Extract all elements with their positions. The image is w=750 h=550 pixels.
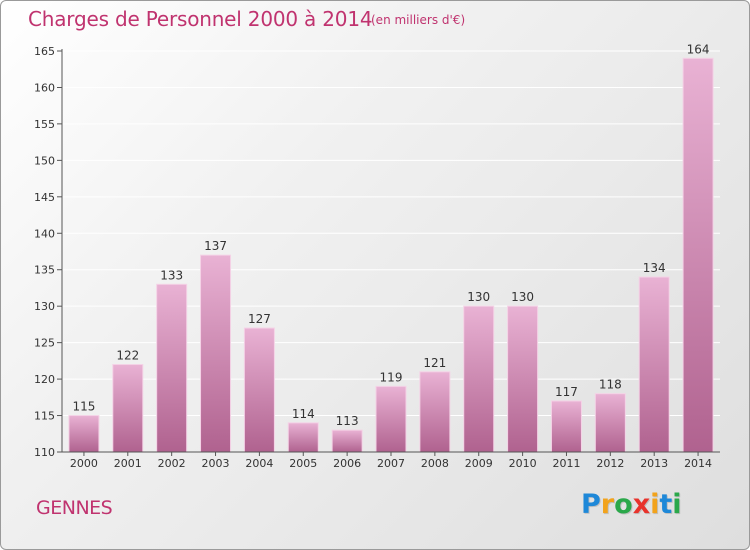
y-tick-label: 160 xyxy=(34,81,55,94)
data-label: 127 xyxy=(248,312,271,326)
logo-letter: i xyxy=(672,489,682,520)
data-label: 130 xyxy=(467,290,490,304)
y-tick-label: 120 xyxy=(34,373,55,386)
x-tick-label: 2004 xyxy=(245,457,273,470)
bar xyxy=(419,371,451,453)
y-tick-label: 130 xyxy=(34,300,55,313)
x-tick-label: 2009 xyxy=(465,457,493,470)
data-label: 122 xyxy=(116,349,139,363)
bar xyxy=(287,422,319,453)
x-tick-label: 2003 xyxy=(202,457,230,470)
data-label: 121 xyxy=(423,356,446,370)
x-tick-label: 2000 xyxy=(70,457,98,470)
y-tick-label: 155 xyxy=(34,118,55,131)
logo-letter: t xyxy=(659,489,673,520)
data-label: 114 xyxy=(292,407,315,421)
data-label: 133 xyxy=(160,268,183,282)
chart-title: Charges de Personnel 2000 à 2014 xyxy=(28,7,373,31)
bar xyxy=(550,400,582,453)
data-label: 117 xyxy=(555,385,578,399)
x-tick-label: 2001 xyxy=(114,457,142,470)
logo-letter: o xyxy=(614,489,633,520)
axes: 110 115 120 125 130 135 140 145 150 155 160 165 2000… xyxy=(34,45,720,470)
bar xyxy=(375,385,407,453)
logo-letter: r xyxy=(600,489,615,520)
data-label: 164 xyxy=(687,42,710,56)
data-label: 115 xyxy=(72,400,95,414)
bar xyxy=(682,57,714,453)
bar xyxy=(243,327,275,453)
y-tick-label: 140 xyxy=(34,227,55,240)
x-tick-label: 2011 xyxy=(552,457,580,470)
data-label: 119 xyxy=(380,370,403,384)
data-label: 134 xyxy=(643,261,666,275)
bar xyxy=(156,283,188,453)
bar xyxy=(68,415,100,453)
bar xyxy=(594,393,626,453)
chart-subtitle: (en milliers d'€) xyxy=(371,13,466,27)
x-tick-label: 2014 xyxy=(684,457,712,470)
bar xyxy=(638,276,670,453)
x-tick-label: 2006 xyxy=(333,457,361,470)
logo-letter: i xyxy=(650,489,660,520)
y-tick-label: 150 xyxy=(34,154,55,167)
x-tick-label: 2007 xyxy=(377,457,405,470)
proxiti-logo[interactable]: Proxiti xyxy=(581,489,682,520)
data-label: 118 xyxy=(599,378,622,392)
x-tick-label: 2002 xyxy=(158,457,186,470)
y-tick-label: 115 xyxy=(34,410,55,423)
x-tick-label: 2005 xyxy=(289,457,317,470)
y-tick-label: 110 xyxy=(34,446,55,459)
data-label: 113 xyxy=(336,414,359,428)
bar xyxy=(200,254,232,453)
place-name: GENNES xyxy=(36,497,113,519)
x-tick-label: 2008 xyxy=(421,457,449,470)
y-tick-label: 135 xyxy=(34,264,55,277)
x-tick-label: 2013 xyxy=(640,457,668,470)
y-tick-label: 145 xyxy=(34,191,55,204)
x-tick-label: 2012 xyxy=(596,457,624,470)
bar xyxy=(463,305,495,453)
bar xyxy=(331,429,363,453)
y-tick-label: 165 xyxy=(34,45,55,58)
data-labels: 115 122 133 137 127 114 113 119 121 130 130 117 118 1… xyxy=(72,42,709,428)
bar xyxy=(507,305,539,453)
logo-letter: x xyxy=(632,489,651,520)
data-label: 137 xyxy=(204,239,227,253)
bars xyxy=(68,57,714,453)
y-tick-label: 125 xyxy=(34,337,55,350)
data-label: 130 xyxy=(511,290,534,304)
logo-letter: P xyxy=(581,489,601,520)
x-tick-label: 2010 xyxy=(509,457,537,470)
bar xyxy=(112,364,144,453)
